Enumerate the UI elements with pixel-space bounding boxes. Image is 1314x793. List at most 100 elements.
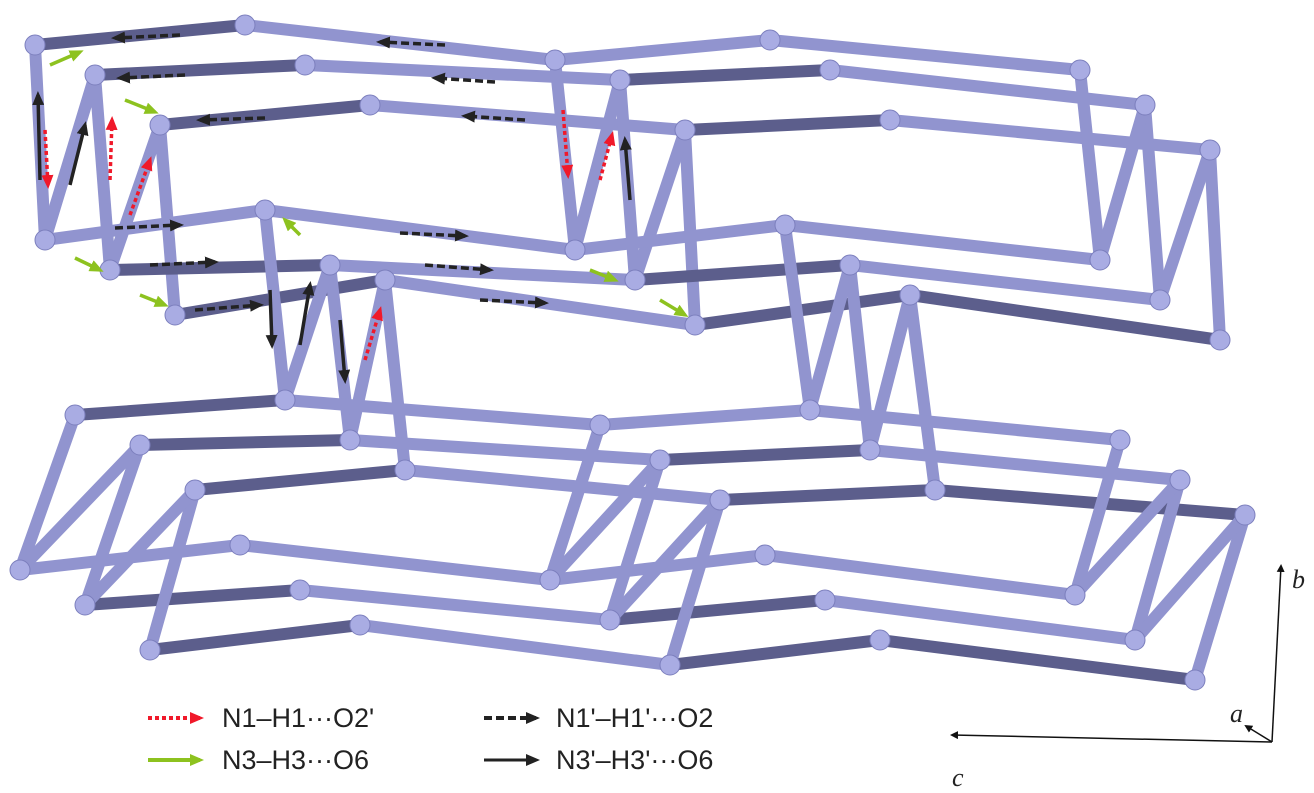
atom-node [185,480,205,500]
atom-node [165,305,185,325]
rod [935,490,1245,515]
rod [635,265,850,280]
axis-b [1272,566,1281,742]
rod [265,210,575,250]
atom-node [140,640,160,660]
rod [245,25,555,60]
atom-node [340,430,360,450]
rods [10,15,1255,690]
rod [575,225,785,250]
atom-node [230,535,250,555]
atom-node [600,610,620,630]
atom-node [540,570,560,590]
rod [360,625,670,665]
axis-a [1246,726,1272,742]
axis-label: b [1292,565,1305,594]
rod [300,590,610,620]
atom-node [85,65,105,85]
rod [350,280,385,440]
atom-node [1170,470,1190,490]
atom-node [1065,585,1085,605]
rod [850,265,870,450]
rod [95,75,110,270]
rod [810,410,1120,440]
legend-label: N1–H1···O2' [222,703,374,733]
rod [910,295,1220,340]
atom-node [1125,630,1145,650]
rod [110,265,330,270]
atom-node [290,580,310,600]
atom-node [610,70,630,90]
atom-node [1070,60,1090,80]
atom-node [675,120,695,140]
atom-node [10,560,30,580]
atom-node [100,260,120,280]
atom-node [1235,505,1255,525]
atom-node [565,240,585,260]
rod [140,440,350,445]
h-bond-arrow [75,258,100,270]
atom-node [360,95,380,115]
rod [620,70,830,80]
rod [890,120,1210,150]
rod [285,265,330,400]
atom-node [625,270,645,290]
axis-label: a [1230,699,1243,728]
h-bond-arrow [140,295,165,305]
rod [75,400,285,415]
rod [670,640,880,665]
rod [1100,105,1145,260]
atom-node [820,60,840,80]
framework-diagram: N1–H1···O2' N1'–H1'···O2 N3–H3···O6 N3'–… [0,0,1314,793]
atom-node [255,200,275,220]
rod [610,600,825,620]
atom-node [75,595,95,615]
rod [350,440,660,460]
rod [45,75,95,240]
h-bond-arrow [660,300,685,315]
rod [810,265,850,410]
legend-label: N3'–H3'···O6 [556,745,713,775]
rod [720,490,935,500]
h-bond-arrow [50,52,80,65]
h-bond-arrow [270,290,272,345]
atom-node [545,50,565,70]
atom-node [710,490,730,510]
atom-node [1090,250,1110,270]
rod [880,640,1195,680]
rod [685,120,890,130]
rod [600,410,810,425]
axis-c [952,735,1272,742]
atom-node [130,435,150,455]
atom-node [840,255,860,275]
atom-node [1150,290,1170,310]
rod [195,470,405,490]
atom-node [900,285,920,305]
atom-node [35,230,55,250]
atom-node [1135,95,1155,115]
rod [765,555,1075,595]
figure: N1–H1···O2' N1'–H1'···O2 N3–H3···O6 N3'–… [0,0,1314,793]
rod [160,105,370,125]
h-bond-arrow [110,120,112,180]
rod [35,25,245,45]
rod [85,590,300,605]
atom-node [650,450,670,470]
rod [575,80,620,250]
atom-node [660,655,680,675]
rod [555,40,770,60]
atom-node [925,480,945,500]
rod [785,225,1100,260]
atom-node [1110,430,1130,450]
rod [1160,150,1210,300]
atom-node [235,15,255,35]
h-bond-arrow [285,220,300,235]
rod [660,450,870,460]
rod [285,400,600,425]
atom-node [760,30,780,50]
atom-node [375,270,395,290]
axis-label: c [952,763,964,792]
legend-label: N1'–H1'···O2 [556,703,713,733]
rod [1145,105,1160,300]
atom-node [590,415,610,435]
